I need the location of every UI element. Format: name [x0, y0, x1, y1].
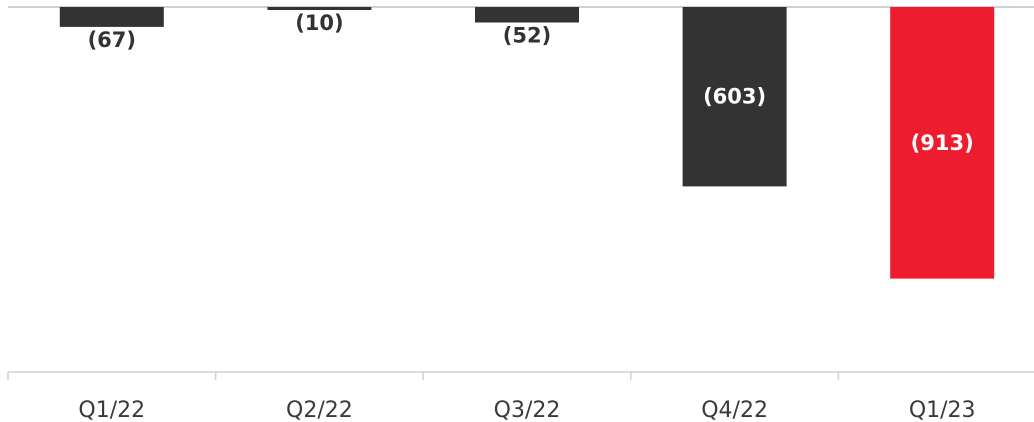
bar-value-label: (52) — [503, 24, 551, 48]
bar-value-label: (603) — [703, 85, 766, 109]
bar-value-label: (10) — [295, 11, 343, 35]
bar-q1-23 — [890, 7, 995, 279]
x-axis-tick-label: Q1/22 — [78, 398, 145, 422]
x-axis-tick-label: Q2/22 — [286, 398, 353, 422]
x-axis-tick-label: Q4/22 — [701, 398, 768, 422]
bar-q1-22 — [59, 7, 164, 27]
x-axis-ticks-group — [7, 372, 840, 380]
x-axis-tick-label: Q1/23 — [909, 398, 976, 422]
bar-labels-group: (67) (10) (52) (603) (913) — [88, 11, 974, 155]
x-axis-tick-labels-group: Q1/22 Q2/22 Q3/22 Q4/22 Q1/23 — [78, 398, 975, 422]
bar-value-label: (913) — [911, 131, 974, 155]
bar-q4-22 — [682, 7, 787, 187]
bar-q2-22 — [267, 7, 372, 10]
x-axis-tick-label: Q3/22 — [494, 398, 561, 422]
bar-value-label: (67) — [88, 28, 136, 52]
bars-group — [59, 7, 995, 279]
bar-q3-22 — [475, 7, 579, 23]
